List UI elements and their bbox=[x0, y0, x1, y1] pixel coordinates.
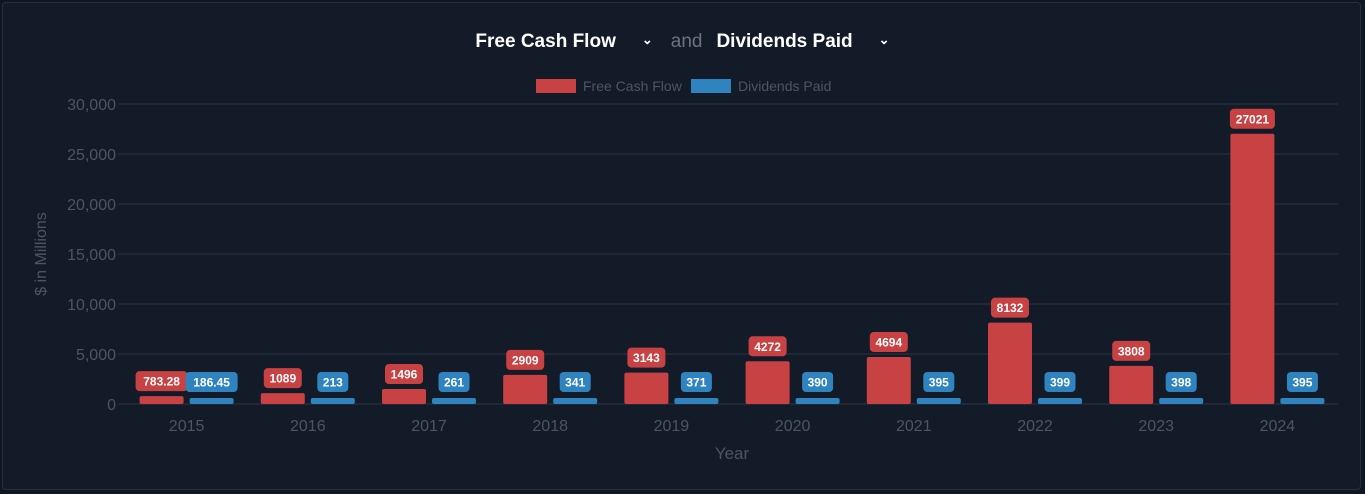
data-label: 8132 bbox=[997, 301, 1024, 315]
data-label: 1496 bbox=[391, 368, 418, 382]
data-label-box bbox=[317, 372, 349, 392]
bar-fcf[interactable] bbox=[139, 396, 184, 404]
bar-fcf[interactable] bbox=[866, 357, 911, 404]
data-label-box bbox=[1229, 108, 1275, 129]
data-label: 3143 bbox=[633, 351, 660, 365]
chevron-down-icon: ⌄ bbox=[641, 32, 653, 47]
x-axis-label: Year bbox=[715, 444, 750, 463]
legend-fcf-swatch[interactable] bbox=[536, 79, 576, 93]
data-label-box bbox=[385, 364, 423, 385]
data-label: 27021 bbox=[1236, 112, 1270, 126]
data-label: 2909 bbox=[512, 353, 539, 367]
bar-dividends[interactable] bbox=[189, 398, 234, 404]
metric1-label: Free Cash Flow bbox=[475, 31, 616, 52]
bar-fcf[interactable] bbox=[503, 374, 548, 404]
bar-dividends[interactable] bbox=[916, 398, 961, 404]
data-label-box bbox=[680, 372, 712, 392]
y-tick-label: 5,000 bbox=[76, 347, 116, 364]
y-tick-label: 0 bbox=[107, 397, 116, 414]
data-label: 4272 bbox=[754, 340, 781, 354]
data-label-box bbox=[869, 332, 908, 353]
data-label-box bbox=[263, 368, 302, 389]
data-label: 213 bbox=[323, 376, 343, 390]
legend-dividends-swatch[interactable] bbox=[691, 79, 731, 93]
bar-dividends[interactable] bbox=[1159, 398, 1204, 404]
data-label: 395 bbox=[1292, 376, 1312, 390]
metric1-selector[interactable]: Free Cash Flow ⌄ bbox=[475, 31, 652, 53]
bar-fcf[interactable] bbox=[382, 389, 426, 404]
metric2-selector[interactable]: Dividends Paid ⌄ bbox=[716, 31, 889, 53]
data-label-box bbox=[627, 347, 666, 368]
data-label-box bbox=[559, 372, 591, 392]
data-label-box bbox=[1112, 340, 1151, 361]
data-label: 186.45 bbox=[193, 376, 230, 390]
data-label: 341 bbox=[565, 376, 585, 390]
data-label-box bbox=[748, 336, 787, 357]
data-label: 398 bbox=[1171, 376, 1191, 390]
data-label: 399 bbox=[1050, 376, 1070, 390]
data-label-box bbox=[438, 372, 470, 392]
data-label-box bbox=[506, 349, 545, 370]
bar-dividends[interactable] bbox=[553, 398, 598, 404]
data-label-box bbox=[185, 372, 238, 392]
data-label: 261 bbox=[444, 376, 464, 390]
chart-header: Free Cash Flow ⌄ and Dividends Paid ⌄ bbox=[3, 27, 1362, 57]
legend-fcf-label[interactable]: Free Cash Flow bbox=[583, 78, 683, 94]
y-tick-label: 25,000 bbox=[67, 147, 116, 164]
data-label: 1089 bbox=[269, 372, 296, 386]
x-tick-label: 2021 bbox=[896, 418, 932, 435]
y-tick-label: 20,000 bbox=[67, 197, 116, 214]
y-axis-label: $ in Millions bbox=[33, 212, 50, 296]
data-label-box bbox=[1165, 372, 1197, 392]
bar-dividends[interactable] bbox=[310, 398, 355, 404]
x-tick-label: 2017 bbox=[411, 418, 447, 435]
data-label-box bbox=[1286, 372, 1318, 392]
bar-fcf[interactable] bbox=[260, 393, 305, 404]
bar-dividends[interactable] bbox=[795, 398, 840, 404]
bar-fcf[interactable] bbox=[988, 322, 1032, 404]
data-label-box bbox=[1044, 372, 1076, 392]
x-tick-label: 2024 bbox=[1260, 418, 1296, 435]
data-label: 3808 bbox=[1118, 344, 1145, 358]
data-label-box bbox=[802, 372, 834, 392]
bar-dividends[interactable] bbox=[674, 398, 719, 404]
x-tick-label: 2018 bbox=[532, 418, 568, 435]
data-label-box bbox=[923, 372, 955, 392]
data-label: 4694 bbox=[875, 336, 902, 350]
data-label-box bbox=[991, 297, 1029, 318]
data-label: 390 bbox=[808, 376, 828, 390]
x-tick-label: 2019 bbox=[654, 418, 690, 435]
bar-fcf[interactable] bbox=[1230, 133, 1275, 405]
chevron-down-icon: ⌄ bbox=[878, 32, 890, 47]
bar-dividends[interactable] bbox=[432, 398, 476, 404]
legend-dividends-label[interactable]: Dividends Paid bbox=[738, 78, 831, 94]
data-label-box bbox=[135, 371, 188, 392]
bar-dividends[interactable] bbox=[1280, 398, 1325, 404]
bar-fcf[interactable] bbox=[1109, 365, 1154, 404]
x-tick-label: 2023 bbox=[1138, 418, 1174, 435]
y-tick-label: 30,000 bbox=[67, 97, 116, 114]
x-tick-label: 2022 bbox=[1017, 418, 1053, 435]
bar-fcf[interactable] bbox=[624, 372, 669, 404]
bar-fcf[interactable] bbox=[745, 361, 790, 404]
x-tick-label: 2020 bbox=[775, 418, 811, 435]
y-tick-label: 15,000 bbox=[67, 247, 116, 264]
data-label: 395 bbox=[929, 376, 949, 390]
metric2-label: Dividends Paid bbox=[716, 31, 853, 52]
data-label: 371 bbox=[686, 376, 706, 390]
bar-dividends[interactable] bbox=[1038, 398, 1082, 404]
y-tick-label: 10,000 bbox=[67, 297, 116, 314]
x-tick-label: 2016 bbox=[290, 418, 326, 435]
joiner-text: and bbox=[670, 31, 703, 52]
x-tick-label: 2015 bbox=[169, 418, 205, 435]
data-label: 783.28 bbox=[143, 375, 180, 389]
